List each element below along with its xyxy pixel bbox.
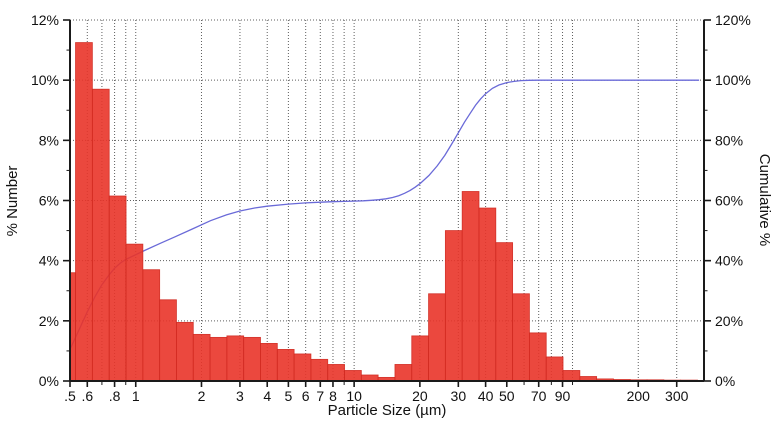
x-tick-label: .6 [81, 388, 93, 404]
bar [444, 230, 463, 382]
bar [176, 321, 194, 382]
x-tick-label: 200 [627, 388, 651, 404]
bar [394, 364, 413, 382]
x-tick-label: 4 [263, 388, 271, 404]
bar [478, 207, 497, 382]
bar [512, 293, 530, 382]
plot-generated-content: 0% 2% 4% 6% 8% 10% 12% 0% 20% 40% 60% 80% 100% 120% .5… [31, 12, 751, 404]
x-tick-label: 3 [236, 388, 244, 404]
x-tick-label: 7 [316, 388, 324, 404]
bar [192, 333, 211, 382]
y-right-tick-label: 120% [715, 12, 751, 28]
bar [209, 336, 228, 382]
y-left-tick-label: 12% [31, 12, 59, 28]
x-axis-title: Particle Size (µm) [328, 402, 447, 419]
x-tick-label: 300 [665, 388, 689, 404]
x-tick-label: 8 [329, 388, 337, 404]
y-left-tick-label: 4% [39, 253, 59, 269]
bar [260, 342, 278, 382]
x-tick-label: 6 [302, 388, 310, 404]
tick-labels: 0% 2% 4% 6% 8% 10% 12% 0% 20% 40% 60% 80% 100% 120% .5… [31, 12, 751, 404]
x-tick-label: .5 [64, 388, 76, 404]
y-left-tick-label: 8% [39, 132, 59, 148]
bar [461, 191, 480, 382]
bar [411, 335, 429, 382]
bar [562, 370, 581, 382]
bar [125, 243, 144, 382]
x-tick-label: 40 [478, 388, 494, 404]
bar [495, 242, 514, 382]
bar [91, 88, 110, 382]
x-tick-label: 70 [531, 388, 547, 404]
y-right-tick-label: 40% [715, 253, 743, 269]
histogram-bars [69, 42, 705, 382]
bar [243, 336, 261, 382]
bar [327, 364, 345, 382]
y-right-tick-label: 80% [715, 132, 743, 148]
bar [428, 293, 446, 382]
bar [310, 358, 329, 382]
x-tick-label: 1 [132, 388, 140, 404]
x-tick-label: 2 [198, 388, 206, 404]
bar [142, 269, 161, 382]
bar [159, 299, 177, 382]
x-tick-label: 30 [451, 388, 467, 404]
y-left-tick-label: 6% [39, 193, 59, 209]
y-left-tick-label: 10% [31, 72, 59, 88]
y-right-tick-label: 100% [715, 72, 751, 88]
axis-ticks [63, 19, 711, 387]
y-left-tick-label: 2% [39, 313, 59, 329]
bar [293, 353, 312, 382]
y-right-tick-label: 60% [715, 193, 743, 209]
y-right-tick-label: 0% [715, 373, 735, 389]
bar [276, 349, 295, 382]
x-tick-label: .8 [109, 388, 121, 404]
x-tick-label: 5 [284, 388, 292, 404]
bar [529, 332, 547, 382]
y-right-tick-label: 20% [715, 313, 743, 329]
bar [344, 370, 362, 382]
x-tick-label: 50 [499, 388, 515, 404]
right-axis-title: Cumulative % [756, 154, 773, 247]
bar [75, 42, 93, 382]
x-tick-label: 90 [555, 388, 571, 404]
x-tick-label: 10 [346, 388, 362, 404]
bar [108, 195, 127, 382]
x-tick-label: 20 [412, 388, 428, 404]
y-left-tick-label: 0% [39, 373, 59, 389]
bar [545, 356, 564, 382]
bar [226, 335, 245, 382]
left-axis-title: % Number [4, 166, 21, 237]
